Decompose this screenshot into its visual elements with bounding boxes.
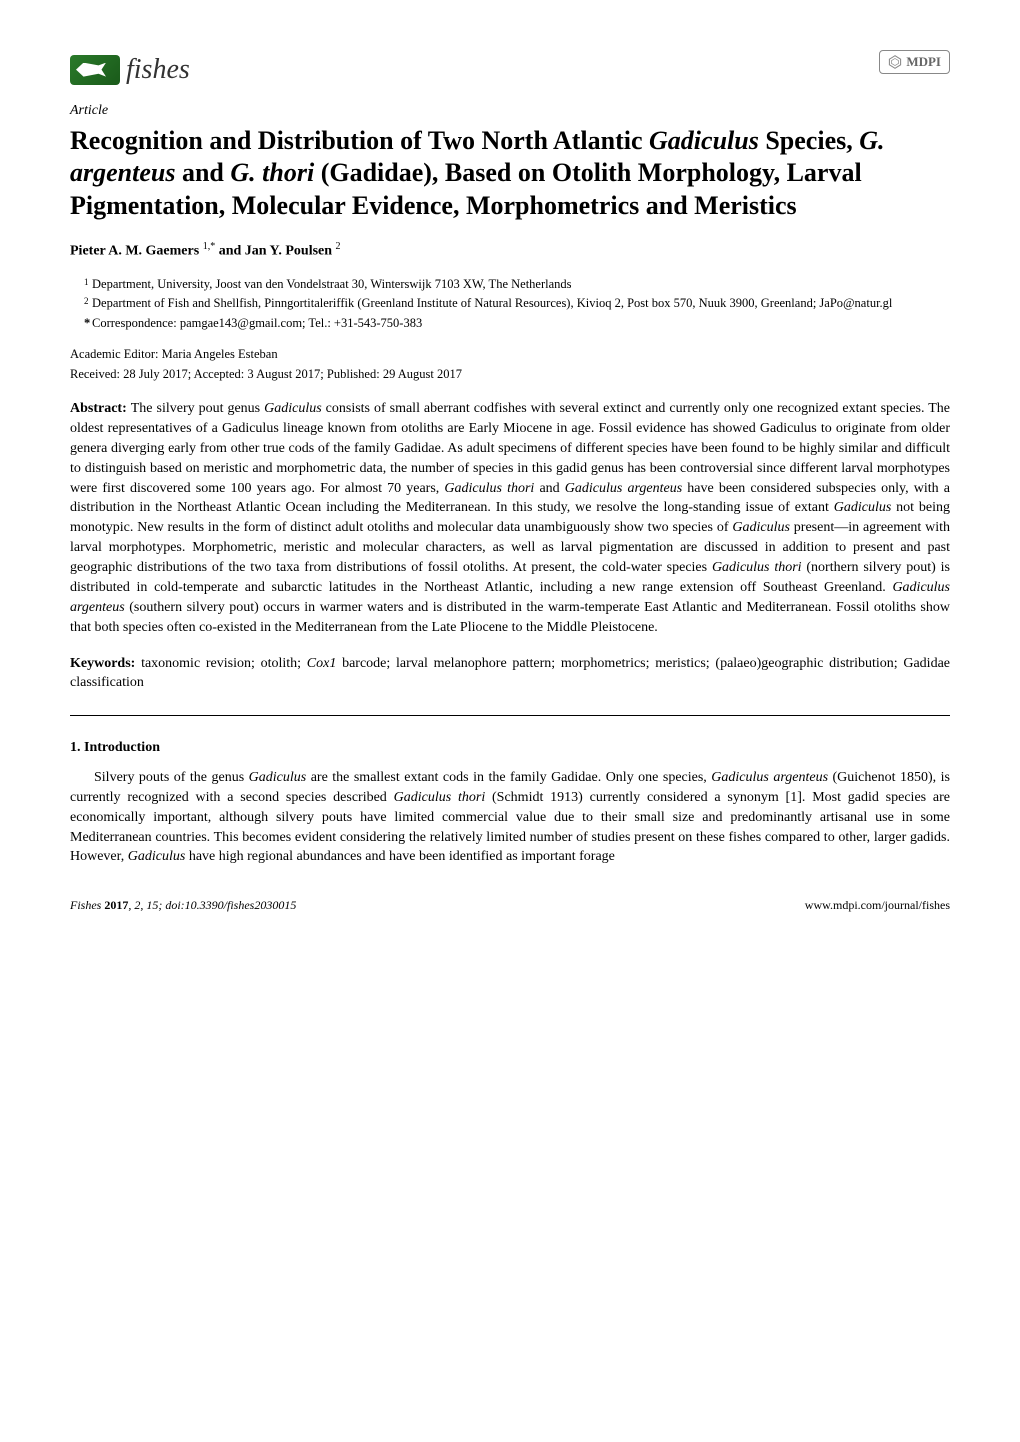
abstract-italic: Gadiculus xyxy=(264,401,322,416)
footer-vol-doi: , 2, 15; doi:10.3390/fishes2030015 xyxy=(128,898,296,912)
para-text: are the smallest extant cods in the fami… xyxy=(306,770,711,785)
correspondence-row: * Correspondence: pamgae143@gmail.com; T… xyxy=(84,315,950,333)
abstract-italic: Gadiculus thori xyxy=(712,560,802,575)
page-footer: Fishes 2017, 2, 15; doi:10.3390/fishes20… xyxy=(70,897,950,914)
fish-icon xyxy=(70,55,120,85)
authors-line: Pieter A. M. Gaemers 1,* and Jan Y. Poul… xyxy=(70,240,950,261)
author-affil-sup: 2 xyxy=(336,241,341,252)
para-text: Silvery pouts of the genus xyxy=(94,770,249,785)
para-italic: Gadiculus thori xyxy=(394,790,486,805)
para-italic: Gadiculus argenteus xyxy=(711,770,828,785)
abstract-italic: Gadiculus xyxy=(834,500,892,515)
para-italic: Gadiculus xyxy=(249,770,307,785)
keywords-italic: Cox1 xyxy=(307,656,337,671)
para-text: have high regional abundances and have b… xyxy=(185,849,615,864)
section-divider xyxy=(70,715,950,716)
title-text: and xyxy=(175,158,230,187)
correspondence-text: Correspondence: pamgae143@gmail.com; Tel… xyxy=(106,315,422,333)
abstract-italic: Gadiculus xyxy=(732,520,790,535)
footer-url: www.mdpi.com/journal/fishes xyxy=(805,897,950,914)
journal-logo-block: fishes xyxy=(70,50,190,89)
author-name: Pieter A. M. Gaemers xyxy=(70,244,203,259)
abstract: Abstract: The silvery pout genus Gadicul… xyxy=(70,399,950,638)
paper-title: Recognition and Distribution of Two Nort… xyxy=(70,125,950,223)
author-name: Jan Y. Poulsen xyxy=(245,244,336,259)
footer-year: 2017 xyxy=(104,898,128,912)
footer-citation: Fishes 2017, 2, 15; doi:10.3390/fishes20… xyxy=(70,897,296,914)
author-affil-sup: 1,* xyxy=(203,241,216,252)
affiliation-row: 1 Department, University, Joost van den … xyxy=(84,276,950,294)
abstract-label: Abstract: xyxy=(70,401,131,416)
section-heading: 1. Introduction xyxy=(70,738,950,758)
author-separator: and xyxy=(215,244,245,259)
abstract-text: (southern silvery pout) occurs in warmer… xyxy=(70,600,950,635)
para-italic: Gadiculus xyxy=(128,849,186,864)
article-type: Article xyxy=(70,101,950,121)
keywords: Keywords: taxonomic revision; otolith; C… xyxy=(70,654,950,694)
affiliation-row: 2 Department of Fish and Shellfish, Pinn… xyxy=(84,295,950,313)
publisher-name: MDPI xyxy=(906,53,941,71)
body-paragraph: Silvery pouts of the genus Gadiculus are… xyxy=(70,768,950,867)
keywords-text: taxonomic revision; otolith; xyxy=(141,656,307,671)
affiliation-text: Department of Fish and Shellfish, Pinngo… xyxy=(106,295,892,313)
abstract-text: The silvery pout genus xyxy=(131,401,264,416)
publisher-logo: MDPI xyxy=(879,50,950,74)
keywords-label: Keywords: xyxy=(70,656,141,671)
academic-editor: Academic Editor: Maria Angeles Esteban xyxy=(70,346,950,364)
abstract-italic: Gadiculus thori xyxy=(444,481,534,496)
title-italic: Gadiculus xyxy=(649,126,759,155)
page-header: fishes MDPI xyxy=(70,50,950,89)
abstract-text: and xyxy=(534,481,564,496)
abstract-italic: Gadiculus argenteus xyxy=(565,481,682,496)
journal-name: fishes xyxy=(126,50,190,89)
title-text: Recognition and Distribution of Two Nort… xyxy=(70,126,649,155)
affiliation-text: Department, University, Joost van den Vo… xyxy=(106,276,572,294)
publication-dates: Received: 28 July 2017; Accepted: 3 Augu… xyxy=(70,366,950,384)
hexagon-icon xyxy=(888,55,902,69)
title-italic: G. thori xyxy=(230,158,314,187)
affiliations-block: 1 Department, University, Joost van den … xyxy=(70,276,950,333)
title-text: Species, xyxy=(759,126,859,155)
footer-journal: Fishes xyxy=(70,898,104,912)
